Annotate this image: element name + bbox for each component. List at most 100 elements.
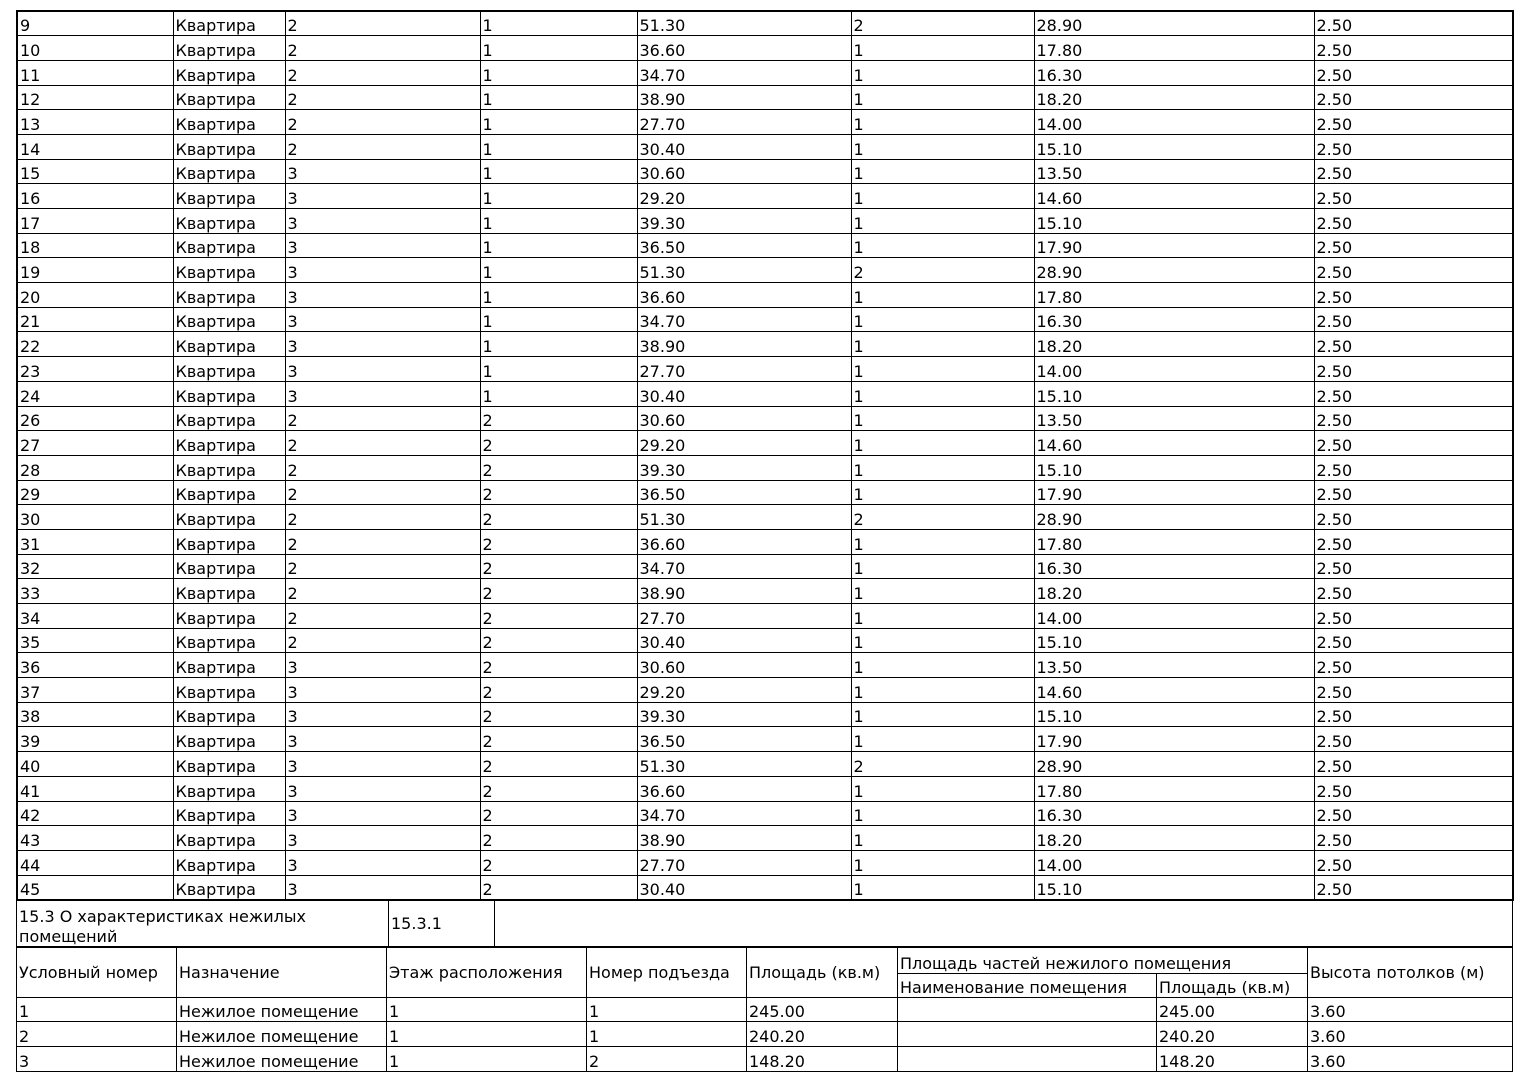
cell: 18.20 — [1033, 331, 1315, 358]
cell: 1 — [479, 183, 638, 209]
cell: 1 — [850, 528, 1035, 555]
apartment-row: 16 Квартира 3 1 29.20 1 14.60 2.50 — [16, 183, 1514, 209]
cell: 16.30 — [1033, 553, 1315, 580]
section-title: 15.3 О характеристиках нежилых помещений — [16, 899, 389, 948]
cell: 34.70 — [636, 800, 852, 827]
cell: 15.10 — [1033, 701, 1315, 728]
cell: 2 — [284, 454, 481, 481]
cell: 16.30 — [1033, 306, 1315, 333]
cell: Нежилое помещение — [176, 996, 387, 1023]
cell: 2.50 — [1313, 59, 1514, 86]
cell: 2.50 — [1313, 10, 1514, 37]
cell: Квартира — [172, 257, 286, 284]
cell: 3.60 — [1307, 996, 1513, 1023]
cell: 1 — [586, 1021, 747, 1047]
cell: 2 — [284, 84, 481, 111]
cell: 29.20 — [636, 183, 852, 209]
apartment-row: 43 Квартира 3 2 38.90 1 18.20 2.50 — [16, 825, 1514, 851]
cell: 2 — [284, 578, 481, 604]
cell: 1 — [479, 158, 638, 185]
cell: 38 — [16, 701, 174, 728]
cell: Квартира — [172, 751, 286, 777]
cell: 34 — [16, 603, 174, 629]
apartment-row: 10 Квартира 2 1 36.60 1 17.80 2.50 — [16, 35, 1514, 61]
cell: 28 — [16, 454, 174, 481]
cell: 3 — [284, 652, 481, 679]
cell: 15.10 — [1033, 380, 1315, 407]
cell: 36.60 — [636, 528, 852, 555]
cell: 2 — [284, 528, 481, 555]
cell: 17.90 — [1033, 232, 1315, 259]
apartment-row: 31 Квартира 2 2 36.60 1 17.80 2.50 — [16, 528, 1514, 555]
header-cell: Условный номер — [16, 946, 177, 998]
subheader-cell: Площадь (кв.м) — [1156, 972, 1308, 998]
cell: 1 — [850, 578, 1035, 604]
cell: 51.30 — [636, 751, 852, 777]
cell: 2.50 — [1313, 257, 1514, 284]
cell: 2.50 — [1313, 603, 1514, 629]
cell: 2 — [284, 405, 481, 432]
nonresidential-row: 1 Нежилое помещение 1 1 245.00 245.00 3.60 — [16, 996, 1513, 1023]
cell: 38.90 — [636, 84, 852, 111]
cell: 16 — [16, 183, 174, 209]
cell: 29.20 — [636, 677, 852, 703]
cell: 1 — [586, 996, 747, 1023]
cell: Квартира — [172, 208, 286, 234]
cell: 40 — [16, 751, 174, 777]
apartment-row: 38 Квартира 3 2 39.30 1 15.10 2.50 — [16, 701, 1514, 728]
cell: 2 — [479, 726, 638, 753]
cell: 240.20 — [1156, 1021, 1308, 1047]
cell: 240.20 — [746, 1021, 898, 1047]
cell: Квартира — [172, 825, 286, 851]
cell: 41 — [16, 775, 174, 802]
cell: 2 — [479, 751, 638, 777]
cell: 2.50 — [1313, 726, 1514, 753]
cell: 2.50 — [1313, 627, 1514, 654]
cell: 2.50 — [1313, 133, 1514, 160]
cell: 2.50 — [1313, 849, 1514, 876]
cell: 28.90 — [1033, 10, 1315, 37]
cell: 2 — [850, 10, 1035, 37]
cell: 51.30 — [636, 504, 852, 530]
header-row: Условный номер Назначение Этаж расположе… — [16, 946, 1513, 998]
cell: Квартира — [172, 133, 286, 160]
apartment-row: 24 Квартира 3 1 30.40 1 15.10 2.50 — [16, 380, 1514, 407]
cell: 27.70 — [636, 356, 852, 382]
apartment-row: 21 Квартира 3 1 34.70 1 16.30 2.50 — [16, 306, 1514, 333]
cell: 2.50 — [1313, 775, 1514, 802]
cell: 43 — [16, 825, 174, 851]
cell: Квартира — [172, 282, 286, 308]
cell: 1 — [386, 1021, 587, 1047]
apartment-row: 40 Квартира 3 2 51.30 2 28.90 2.50 — [16, 751, 1514, 777]
cell: Нежилое помещение — [176, 1021, 387, 1047]
cell: 1 — [479, 208, 638, 234]
cell: Квартира — [172, 627, 286, 654]
cell: 17.80 — [1033, 528, 1315, 555]
cell: 3.60 — [1307, 1021, 1513, 1047]
cell: 2.50 — [1313, 109, 1514, 135]
cell: 39 — [16, 726, 174, 753]
cell: 29.20 — [636, 430, 852, 456]
cell: 1 — [850, 775, 1035, 802]
cell: 1 — [850, 430, 1035, 456]
apartment-row: 23 Квартира 3 1 27.70 1 14.00 2.50 — [16, 356, 1514, 382]
cell: Квартира — [172, 454, 286, 481]
cell: 1 — [479, 109, 638, 135]
cell: 3 — [284, 775, 481, 802]
cell: Квартира — [172, 528, 286, 555]
cell: 38.90 — [636, 331, 852, 358]
cell: 1 — [850, 652, 1035, 679]
cell: Квартира — [172, 158, 286, 185]
header-cell: Площадь (кв.м) — [746, 946, 898, 998]
cell: Квартира — [172, 183, 286, 209]
cell: 2 — [479, 430, 638, 456]
cell: 2 — [284, 133, 481, 160]
cell: 15.10 — [1033, 874, 1315, 901]
cell: 2 — [479, 701, 638, 728]
cell: 1 — [850, 701, 1035, 728]
apartment-row: 42 Квартира 3 2 34.70 1 16.30 2.50 — [16, 800, 1514, 827]
empty-cell — [897, 996, 1157, 1023]
cell: 16.30 — [1033, 800, 1315, 827]
cell: 15.10 — [1033, 454, 1315, 481]
cell: 13.50 — [1033, 158, 1315, 185]
